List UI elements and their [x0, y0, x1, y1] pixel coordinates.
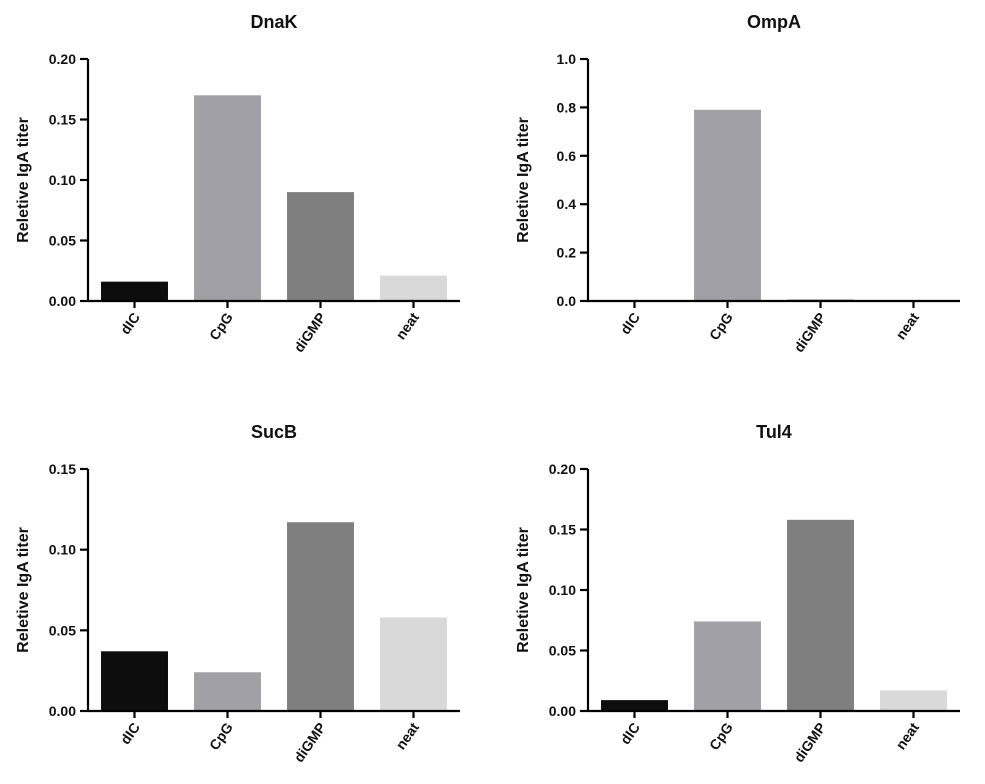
y-tick-label: 0.00 [49, 703, 76, 719]
x-tick-label: dIC [117, 720, 143, 748]
bar-cpg [194, 672, 261, 711]
y-axis-label: Reletive IgA titer [515, 117, 532, 243]
x-tick-label: CpG [206, 309, 236, 342]
x-tick-label: CpG [206, 719, 236, 752]
bar-neat [380, 617, 447, 711]
chart-title: OmpA [747, 12, 801, 32]
y-tick-label: 0.15 [49, 461, 76, 477]
y-tick-label: 0.05 [549, 643, 576, 659]
y-tick-label: 0.10 [49, 542, 76, 558]
chart-title: DnaK [250, 12, 297, 32]
y-axis-label: Reletive IgA titer [515, 527, 532, 653]
chart-title: SucB [251, 422, 297, 442]
y-tick-label: 0.8 [557, 99, 577, 115]
x-tick-label: CpG [706, 309, 736, 342]
y-axis-label: Reletive IgA titer [15, 117, 32, 243]
x-tick-label: CpG [706, 719, 736, 752]
x-tick-label: neat [392, 719, 422, 752]
bar-dic [101, 281, 168, 301]
x-tick-label: neat [892, 309, 922, 342]
y-tick-label: 1.0 [557, 51, 577, 67]
x-tick-label: diGMP [290, 720, 329, 766]
y-tick-label: 0.6 [557, 148, 577, 164]
y-tick-label: 0.00 [49, 293, 76, 309]
chart-svg: Tul4 Reletive IgA titer 0.00 0.05 0.10 0.15 0.… [515, 422, 960, 766]
chart-svg: DnaK Reletive IgA titer 0.00 0.05 0.10 0.15 0.… [15, 12, 460, 356]
x-tick-label: dIC [117, 310, 143, 338]
x-tick-label: neat [892, 719, 922, 752]
bar-dic [101, 651, 168, 711]
bar-dic [601, 700, 668, 711]
bar-digmp [287, 522, 354, 711]
y-tick-label: 0.0 [557, 293, 577, 309]
x-tick-label: dIC [617, 310, 643, 338]
chart-panel-sucb: SucB Reletive IgA titer 0.00 0.05 0.10 0.15 dI… [8, 414, 478, 784]
x-tick-label: neat [392, 309, 422, 342]
x-tick-label: diGMP [790, 720, 829, 766]
y-tick-label: 0.4 [557, 196, 577, 212]
y-tick-label: 0.15 [549, 522, 576, 538]
y-tick-label: 0.20 [549, 461, 576, 477]
x-tick-label: diGMP [790, 310, 829, 356]
chart-title: Tul4 [756, 422, 792, 442]
x-tick-label: diGMP [290, 310, 329, 356]
y-tick-label: 0.10 [549, 582, 576, 598]
y-tick-label: 0.15 [49, 112, 76, 128]
chart-panel-tul4: Tul4 Reletive IgA titer 0.00 0.05 0.10 0.15 0.… [508, 414, 978, 784]
bar-cpg [694, 621, 761, 711]
bar-neat [880, 690, 947, 711]
y-tick-label: 0.10 [49, 172, 76, 188]
bar-cpg [694, 109, 761, 301]
bar-digmp [287, 192, 354, 301]
chart-svg: OmpA Reletive IgA titer 0.0 0.2 0.4 0.6 0.8 1.0… [515, 12, 960, 356]
chart-panel-ompa: OmpA Reletive IgA titer 0.0 0.2 0.4 0.6 0.8 1.0… [508, 4, 978, 374]
y-tick-label: 0.05 [49, 622, 76, 638]
y-axis-label: Reletive IgA titer [15, 527, 32, 653]
bar-neat [380, 275, 447, 301]
chart-panel-dnak: DnaK Reletive IgA titer 0.00 0.05 0.10 0.15 0.… [8, 4, 478, 374]
y-tick-label: 0.00 [549, 703, 576, 719]
y-tick-label: 0.05 [49, 233, 76, 249]
y-tick-label: 0.2 [557, 245, 577, 261]
bar-digmp [787, 519, 854, 711]
chart-svg: SucB Reletive IgA titer 0.00 0.05 0.10 0.15 dI… [15, 422, 460, 766]
bar-cpg [194, 95, 261, 301]
x-tick-label: dIC [617, 720, 643, 748]
y-tick-label: 0.20 [49, 51, 76, 67]
